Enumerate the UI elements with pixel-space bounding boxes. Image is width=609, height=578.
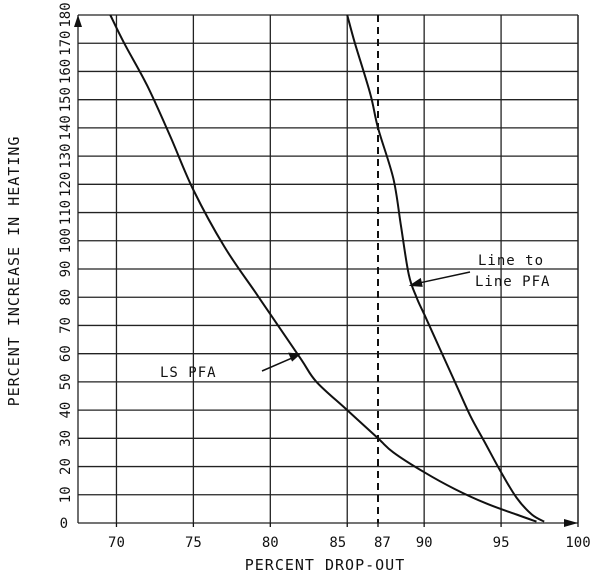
y-tick-label: 10: [58, 486, 74, 503]
x-tick-label: 70: [108, 535, 125, 551]
y-axis-arrow: [74, 15, 82, 27]
y-tick-label: 60: [58, 345, 74, 362]
series-line-ls-pfa: [109, 14, 537, 523]
x-tick-label: 100: [565, 535, 590, 551]
x-tick-label: 95: [493, 535, 510, 551]
gridlines: [74, 14, 579, 527]
y-tick-label: 30: [58, 430, 74, 447]
y-tick-label: 140: [58, 115, 74, 140]
annotation-leader-ls-pfa: [261, 355, 296, 372]
x-axis-arrow: [564, 519, 578, 527]
x-axis-title: PERCENT DROP-OUT: [245, 556, 406, 574]
tick-labels: 70 75 80 85 87 90 95 100 0 10 20 30 40 50 60 70 80 90 100 1…: [58, 2, 591, 551]
annotation-ls-pfa: LS PFA: [160, 365, 217, 381]
annotation-leader-line-to-line-pfa: [414, 271, 471, 285]
y-tick-label: 80: [58, 289, 74, 306]
annotation-line: Line to: [478, 253, 544, 269]
y-tick-label: 130: [58, 143, 74, 168]
annotation-line-to-line-pfa: Line to Line PFA: [475, 253, 550, 290]
annotation-arrowhead-line-to-line-pfa: [408, 277, 423, 287]
y-tick-label: 180: [58, 2, 74, 27]
y-tick-label: 70: [58, 317, 74, 334]
y-axis-title: PERCENT INCREASE IN HEATING: [5, 136, 23, 407]
y-tick-label: 100: [58, 228, 74, 253]
annotation-arrowhead-ls-pfa: [288, 352, 302, 362]
y-tick-label: 90: [58, 261, 74, 278]
y-tick-label: 110: [58, 200, 74, 225]
x-tick-label: 85: [329, 535, 346, 551]
x-tick-label: 90: [416, 535, 433, 551]
x-tick-label: 75: [185, 535, 202, 551]
y-tick-label: 150: [58, 87, 74, 112]
y-tick-label: 40: [58, 402, 74, 419]
series-line-line-to-line-pfa: [346, 14, 545, 523]
y-tick-label: 20: [58, 458, 74, 475]
y-tick-label: 160: [58, 59, 74, 84]
annotations: LS PFA Line to Line PFA: [160, 253, 550, 381]
y-tick-label: 0: [60, 516, 68, 532]
x-tick-label: 80: [262, 535, 279, 551]
y-tick-label: 50: [58, 373, 74, 390]
y-tick-label: 170: [58, 31, 74, 56]
series-lines: [109, 14, 545, 523]
y-tick-label: 120: [58, 172, 74, 197]
annotation-line: Line PFA: [475, 274, 550, 290]
x-tick-label: 87: [374, 535, 391, 551]
